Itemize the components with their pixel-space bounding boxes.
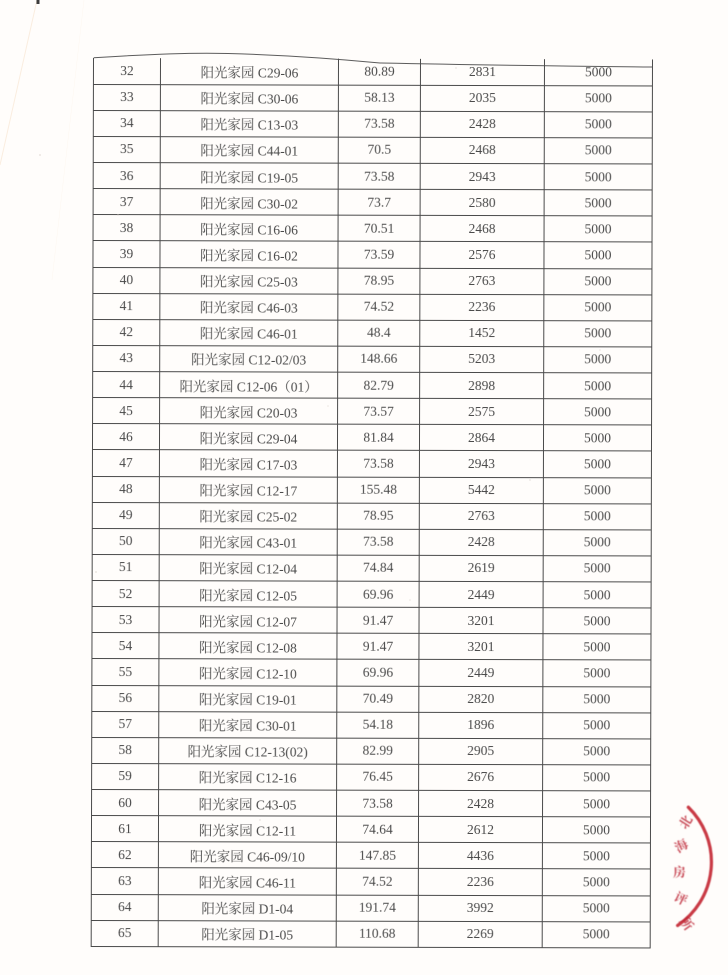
svg-text:所: 所 xyxy=(676,912,699,934)
svg-text:房: 房 xyxy=(672,862,686,881)
svg-text:北: 北 xyxy=(673,811,696,832)
svg-text:评: 评 xyxy=(671,887,691,910)
svg-text:海: 海 xyxy=(671,834,692,857)
